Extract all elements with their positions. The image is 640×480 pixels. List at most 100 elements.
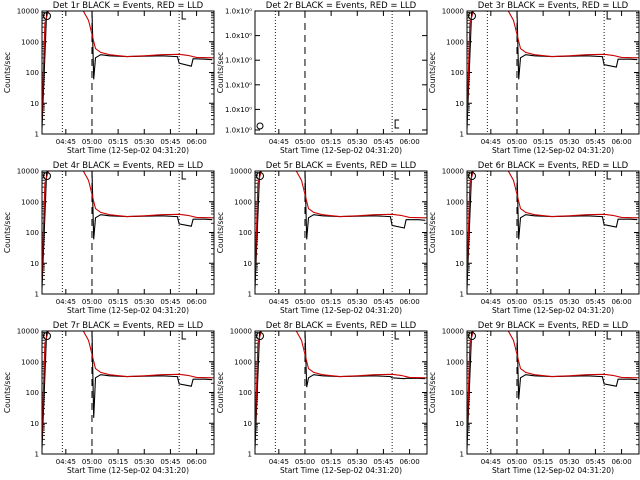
y-tick-label: 1.0x10⁰: [225, 8, 252, 16]
y-tick-label: 100: [26, 389, 39, 397]
y-tick-label: 10000: [17, 168, 39, 176]
y-tick-label: 10: [30, 420, 39, 428]
y-tick-label: 10: [243, 420, 252, 428]
y-tick-label: 1: [460, 451, 464, 459]
y-tick-label: 1.0x10⁰: [225, 127, 252, 135]
x-tick-label: 05:30: [134, 138, 154, 146]
panel-det-4: Det 4r BLACK = Events, RED = LLD 1 10 100 10…: [3, 161, 215, 315]
x-tick-label: 05:15: [108, 458, 128, 466]
y-tick-label: 10: [30, 100, 39, 108]
y-tick-label: 100: [239, 389, 252, 397]
panel-det-9: Det 9r BLACK = Events, RED = LLD 1 10 100 10…: [428, 321, 640, 475]
y-tick-label: 100: [451, 69, 464, 77]
y-tick-label: 10: [455, 260, 464, 268]
x-tick-label: 05:00: [82, 458, 102, 466]
plot-frame: [466, 170, 640, 295]
marker-bracket: [394, 170, 400, 180]
plot-frame: [254, 170, 428, 295]
y-tick-label: 100: [26, 69, 39, 77]
panel-det-8: Det 8r BLACK = Events, RED = LLD 1 10 100 10…: [216, 321, 428, 475]
series-group: [42, 331, 213, 449]
x-tick-label: 06:00: [611, 138, 631, 146]
panel-title: Det 4r BLACK = Events, RED = LLD: [53, 161, 204, 171]
lld-series-line: [467, 331, 638, 440]
y-tick-label: 1000: [21, 358, 39, 366]
y-tick-label: 1000: [446, 38, 464, 46]
panel-title: Det 7r BLACK = Events, RED = LLD: [53, 321, 204, 331]
series-group: [467, 11, 638, 129]
x-tick-label: 05:00: [82, 138, 102, 146]
y-tick-label: 100: [26, 229, 39, 237]
x-tick-label: 05:15: [321, 458, 341, 466]
x-tick-label: 06:00: [611, 458, 631, 466]
y-tick-label: 10000: [230, 328, 252, 336]
x-axis-label: Start Time (12-Sep-02 04:31:20): [492, 146, 614, 155]
plot-frame: [41, 170, 215, 295]
panel-det-7: Det 7r BLACK = Events, RED = LLD 1 10 100 10…: [3, 321, 215, 475]
x-axis-label: Start Time (12-Sep-02 04:31:20): [492, 306, 614, 315]
plot-frame: [41, 330, 215, 455]
x-axis-label: Start Time (12-Sep-02 04:31:20): [67, 306, 189, 315]
series-group: [467, 171, 638, 289]
y-tick-label: 1: [460, 291, 464, 299]
marker-circle: [468, 172, 476, 180]
marker-bracket: [181, 10, 187, 20]
events-series-line: [255, 331, 426, 449]
events-series-line: [467, 331, 638, 449]
x-tick-label: 04:45: [269, 458, 289, 466]
x-tick-label: 05:15: [533, 298, 553, 306]
x-tick-label: 05:00: [507, 138, 527, 146]
marker-bracket: [606, 10, 612, 20]
x-axis-label: Start Time (12-Sep-02 04:31:20): [280, 306, 402, 315]
x-tick-label: 05:15: [533, 138, 553, 146]
y-tick-label: 1000: [21, 38, 39, 46]
x-tick-label: 05:30: [347, 138, 367, 146]
panel-det-3: Det 3r BLACK = Events, RED = LLD 1 10 100 10…: [428, 1, 640, 155]
x-tick-label: 05:00: [507, 458, 527, 466]
y-tick-label: 1000: [234, 198, 252, 206]
marker-circle: [43, 172, 51, 180]
x-tick-label: 05:45: [160, 458, 180, 466]
y-tick-label: 10000: [442, 8, 464, 16]
y-axis-label: Counts/sec: [428, 372, 437, 413]
y-tick-label: 10000: [442, 168, 464, 176]
y-tick-label: 100: [451, 389, 464, 397]
x-tick-label: 05:45: [160, 138, 180, 146]
x-tick-label: 05:15: [533, 458, 553, 466]
panel-det-1: Det 1r BLACK = Events, RED = LLD 1 10 100 10…: [3, 1, 215, 155]
x-tick-label: 05:00: [295, 458, 315, 466]
x-tick-label: 04:45: [481, 458, 501, 466]
x-tick-label: 05:00: [82, 298, 102, 306]
series-group: [42, 171, 213, 289]
y-axis-label: Counts/sec: [3, 372, 12, 413]
y-tick-label: 1000: [446, 198, 464, 206]
panel-det-2: Det 2r BLACK = Events, RED = LLD 1.0x10⁰ 1…: [216, 1, 428, 155]
plot-frame: [466, 330, 640, 455]
lld-series-line: [255, 331, 426, 440]
marker-bracket: [394, 119, 400, 129]
x-tick-label: 05:30: [347, 298, 367, 306]
panel-title: Det 6r BLACK = Events, RED = LLD: [478, 161, 629, 171]
x-tick-label: 05:00: [507, 298, 527, 306]
marker-circle: [256, 332, 264, 340]
marker-circle: [468, 332, 476, 340]
series-group: [467, 331, 638, 449]
x-tick-label: 06:00: [186, 138, 206, 146]
panel-det-5: Det 5r BLACK = Events, RED = LLD 1 10 100 10…: [216, 161, 428, 315]
x-tick-label: 05:15: [108, 138, 128, 146]
x-tick-label: 06:00: [186, 298, 206, 306]
x-axis-label: Start Time (12-Sep-02 04:31:20): [492, 466, 614, 475]
events-series-line: [255, 171, 426, 289]
x-tick-label: 05:45: [585, 298, 605, 306]
series-group: [42, 11, 213, 129]
marker-bracket: [606, 330, 612, 340]
panel-title: Det 1r BLACK = Events, RED = LLD: [53, 1, 204, 11]
y-tick-label: 10: [455, 100, 464, 108]
x-tick-label: 05:45: [585, 138, 605, 146]
y-axis-label: Counts/sec: [216, 52, 225, 93]
x-tick-label: 06:00: [611, 298, 631, 306]
events-series-line: [467, 11, 638, 129]
y-axis-label: Counts/sec: [3, 212, 12, 253]
x-tick-label: 05:00: [295, 298, 315, 306]
